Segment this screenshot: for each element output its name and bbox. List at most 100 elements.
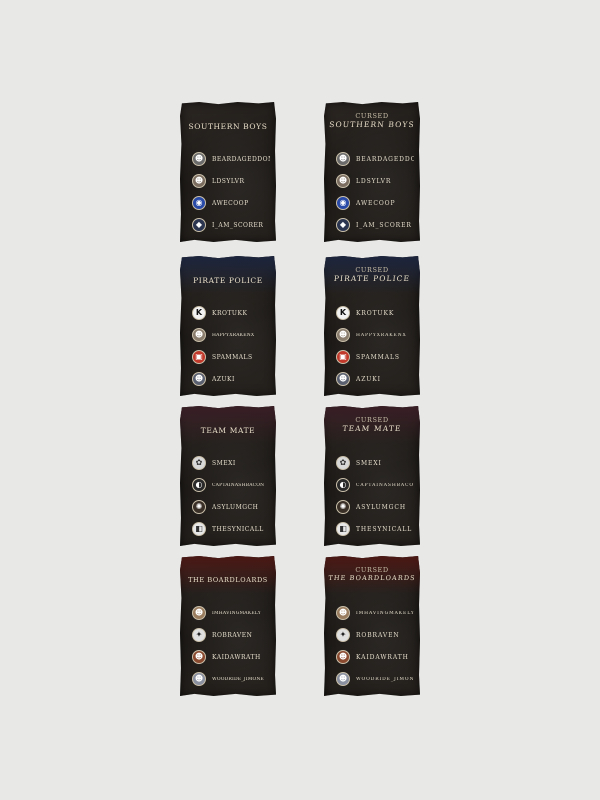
card-header: CURSED SOUTHERN BOYS xyxy=(324,112,420,129)
avatar-icon: ✺ xyxy=(336,500,350,514)
member-row: ☻ LDSYLVR xyxy=(336,170,414,192)
member-name: I_AM_SCORER xyxy=(212,221,264,229)
avatar-icon: ◉ xyxy=(336,196,350,210)
member-row: ✺ ASYLUMGCH xyxy=(336,496,414,518)
member-name: THESYNICALL xyxy=(212,525,264,533)
card-title: PIRATE POLICE xyxy=(333,274,411,283)
team-card-pirate-police: PIRATE POLICE K KROTUKK ☻ HAPPYXRAKENX ▣… xyxy=(180,256,276,396)
avatar-icon: ✿ xyxy=(336,456,350,470)
card-title: THE BOARDLOARDS xyxy=(188,576,268,584)
member-row: ☻ LDSYLVR xyxy=(192,170,270,192)
card-title: SOUTHERN BOYS xyxy=(328,120,416,129)
avatar-icon: ☻ xyxy=(192,328,206,342)
team-card-cursed-the-boardloards: CURSED THE BOARDLOARDS ☻ IMHAVINGMAKELY … xyxy=(324,556,420,696)
avatar-icon: ◐ xyxy=(192,478,206,492)
member-row: ◧ THESYNICALL xyxy=(336,518,414,540)
member-row: ✿ SMEXI xyxy=(192,452,270,474)
team-card-cursed-southern-boys: CURSED SOUTHERN BOYS ☻ BEARDAGEDDON ☻ LD… xyxy=(324,102,420,242)
member-row: K KROTUKK xyxy=(336,302,414,324)
avatar-icon: ☻ xyxy=(192,606,206,620)
member-name: AZUKI xyxy=(212,375,235,383)
member-name: I_AM_SCORER xyxy=(356,221,412,229)
member-name: ROBRAVEN xyxy=(212,631,253,639)
member-row: ◉ AWECOOP xyxy=(192,192,270,214)
card-prefix: CURSED xyxy=(355,112,389,120)
member-row: ▣ SPAMMALS xyxy=(336,346,414,368)
member-name: AWECOOP xyxy=(356,199,396,207)
avatar-icon: ☻ xyxy=(192,152,206,166)
member-name: AZUKI xyxy=(356,375,381,383)
member-name: SPAMMALS xyxy=(212,353,253,361)
member-row: ◆ I_AM_SCORER xyxy=(336,214,414,236)
card-title: PIRATE POLICE xyxy=(193,276,263,285)
member-row: K KROTUKK xyxy=(192,302,270,324)
avatar-icon: ☻ xyxy=(336,152,350,166)
title-band xyxy=(324,256,420,294)
member-name: HAPPYXRAKENX xyxy=(356,332,407,338)
member-name: BEARDAGEDDON xyxy=(212,155,270,163)
member-row: ☻ AZUKI xyxy=(192,368,270,390)
avatar-icon: ◉ xyxy=(192,196,206,210)
team-card-cursed-pirate-police: CURSED PIRATE POLICE K KROTUKK ☻ HAPPYXR… xyxy=(324,256,420,396)
card-header: TEAM MATE xyxy=(180,418,276,435)
card-header: CURSED TEAM MATE xyxy=(324,416,420,433)
card-title: THE BOARDLOARDS xyxy=(328,574,417,582)
avatar-icon: ✦ xyxy=(192,628,206,642)
avatar-icon: ☻ xyxy=(336,606,350,620)
member-name: WOODRIDE_JIMONE xyxy=(356,676,414,682)
member-row: ☻ HAPPYXRAKENX xyxy=(192,324,270,346)
member-name: KROTUKK xyxy=(356,309,395,317)
member-name: CAPTAINASHBACON xyxy=(212,482,265,488)
avatar-icon: ☻ xyxy=(336,372,350,386)
member-row: ◆ I_AM_SCORER xyxy=(192,214,270,236)
title-band xyxy=(180,256,276,294)
member-row: ▣ SPAMMALS xyxy=(192,346,270,368)
member-row: ✿ SMEXI xyxy=(336,452,414,474)
member-row: ✺ ASYLUMGCH xyxy=(192,496,270,518)
member-list: K KROTUKK ☻ HAPPYXRAKENX ▣ SPAMMALS ☻ AZ… xyxy=(192,302,270,390)
member-name: IMHAVINGMAKELY xyxy=(356,610,414,616)
member-name: LDSYLVR xyxy=(212,177,245,185)
card-prefix: CURSED xyxy=(355,266,389,274)
member-name: LDSYLVR xyxy=(356,177,392,185)
member-row: ☻ WOODRIDE_JIMONE xyxy=(336,668,414,690)
member-name: SPAMMALS xyxy=(356,353,400,361)
title-band xyxy=(180,556,276,594)
card-title: TEAM MATE xyxy=(200,426,256,435)
avatar-icon: ✺ xyxy=(192,500,206,514)
avatar-icon: ◆ xyxy=(192,218,206,232)
card-header: CURSED THE BOARDLOARDS xyxy=(324,566,420,583)
member-name: ASYLUMGCH xyxy=(212,503,259,511)
member-row: ☻ IMHAVINGMAKELY xyxy=(336,602,414,624)
avatar-icon: ☻ xyxy=(336,672,350,686)
member-name: BEARDAGEDDON xyxy=(356,155,414,163)
card-prefix: CURSED xyxy=(355,566,389,574)
card-header: THE BOARDLOARDS xyxy=(180,568,276,585)
avatar-icon: ✿ xyxy=(192,456,206,470)
member-list: ☻ IMHAVINGMAKELY ✦ ROBRAVEN ☻ KAIDAWRATH… xyxy=(336,602,414,690)
member-row: ◐ CAPTAINASHBACON xyxy=(192,474,270,496)
title-band xyxy=(324,556,420,594)
member-name: KAIDAWRATH xyxy=(356,653,409,661)
member-row: ☻ WOODRIDE_JIMONE xyxy=(192,668,270,690)
member-list: K KROTUKK ☻ HAPPYXRAKENX ▣ SPAMMALS ☻ AZ… xyxy=(336,302,414,390)
member-list: ☻ BEARDAGEDDON ☻ LDSYLVR ◉ AWECOOP ◆ I_A… xyxy=(336,148,414,236)
card-header: CURSED PIRATE POLICE xyxy=(324,266,420,283)
team-card-team-mate: TEAM MATE ✿ SMEXI ◐ CAPTAINASHBACON ✺ AS… xyxy=(180,406,276,546)
avatar-icon: ◧ xyxy=(336,522,350,536)
member-row: ✦ ROBRAVEN xyxy=(192,624,270,646)
card-prefix xyxy=(180,418,276,426)
member-list: ☻ BEARDAGEDDON ☻ LDSYLVR ◉ AWECOOP ◆ I_A… xyxy=(192,148,270,236)
avatar-icon: ▣ xyxy=(336,350,350,364)
team-card-the-boardloards: THE BOARDLOARDS ☻ IMHAVINGMAKELY ✦ ROBRA… xyxy=(180,556,276,696)
k-logo-icon: K xyxy=(336,306,350,320)
card-prefix: CURSED xyxy=(355,416,389,424)
member-row: ◐ CAPTAINASHBACON xyxy=(336,474,414,496)
member-row: ☻ HAPPYXRAKENX xyxy=(336,324,414,346)
k-logo-icon: K xyxy=(192,306,206,320)
member-name: ROBRAVEN xyxy=(356,631,400,639)
avatar-icon: ◆ xyxy=(336,218,350,232)
member-list: ✿ SMEXI ◐ CAPTAINASHBACON ✺ ASYLUMGCH ◧ … xyxy=(336,452,414,540)
member-name: IMHAVINGMAKELY xyxy=(212,610,261,616)
